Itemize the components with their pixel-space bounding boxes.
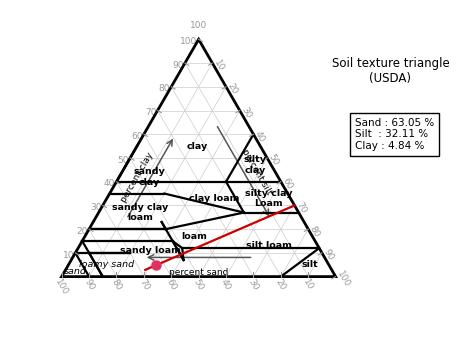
Text: 100: 100 (54, 277, 70, 297)
Text: percent silt: percent silt (240, 147, 274, 196)
Text: 20: 20 (76, 227, 88, 236)
Text: sandy loam: sandy loam (120, 246, 181, 255)
Text: percent clay: percent clay (119, 151, 155, 204)
Text: 30: 30 (239, 106, 253, 120)
Text: 20: 20 (226, 82, 239, 96)
Text: 60: 60 (131, 132, 143, 141)
Text: 70: 70 (137, 277, 151, 292)
Text: Soil texture triangle
(USDA): Soil texture triangle (USDA) (331, 57, 449, 86)
Text: percent sand: percent sand (169, 268, 228, 277)
Text: 90: 90 (82, 277, 96, 292)
Text: silt: silt (301, 260, 318, 269)
Text: sandy
clay: sandy clay (134, 167, 165, 187)
Text: 100: 100 (190, 21, 207, 30)
Text: 60: 60 (164, 277, 178, 292)
Text: 80: 80 (109, 277, 123, 292)
Text: 50: 50 (118, 156, 129, 165)
Text: 90: 90 (173, 61, 184, 70)
Text: 70: 70 (294, 200, 308, 215)
Text: 10: 10 (212, 58, 225, 72)
Text: Sand : 63.05 %
Silt  : 32.11 %
Clay : 4.84 %: Sand : 63.05 % Silt : 32.11 % Clay : 4.8… (355, 118, 434, 151)
Text: 80: 80 (159, 85, 170, 93)
Text: clay: clay (187, 141, 208, 151)
Text: loam: loam (182, 232, 208, 241)
Text: silty clay
Loam: silty clay Loam (245, 189, 292, 208)
Text: 70: 70 (145, 108, 156, 117)
Text: 50: 50 (192, 277, 205, 292)
Text: 40: 40 (253, 129, 266, 144)
Text: 50: 50 (267, 153, 280, 167)
Text: silt loam: silt loam (246, 241, 292, 250)
Text: 100: 100 (180, 37, 198, 46)
Text: sand: sand (64, 267, 87, 276)
Text: 80: 80 (308, 224, 321, 239)
Text: 40: 40 (104, 179, 115, 188)
Text: clay loam: clay loam (189, 194, 239, 203)
Text: 10: 10 (63, 250, 74, 259)
Text: 20: 20 (274, 277, 288, 292)
Text: 60: 60 (280, 177, 294, 191)
Text: silty
clay: silty clay (243, 155, 266, 175)
Text: 40: 40 (219, 277, 233, 292)
Text: 100: 100 (335, 269, 352, 288)
Text: 30: 30 (246, 277, 260, 292)
Text: 30: 30 (90, 203, 101, 212)
Text: sandy clay
loam: sandy clay loam (111, 203, 168, 222)
Text: 10: 10 (301, 277, 315, 292)
Text: 90: 90 (321, 248, 335, 262)
Text: loamy sand: loamy sand (79, 260, 135, 269)
